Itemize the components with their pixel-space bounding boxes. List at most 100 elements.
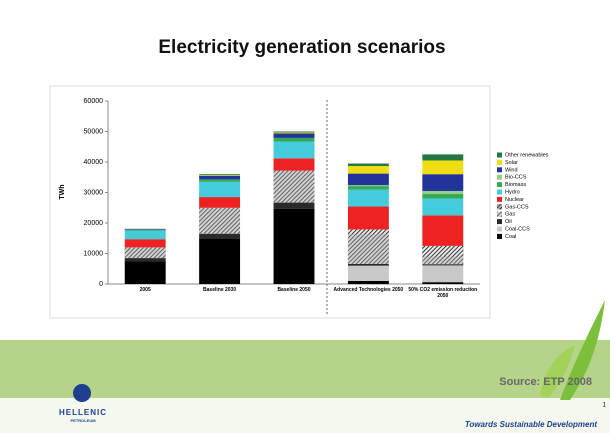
bar-segment bbox=[124, 261, 166, 284]
bar-segment bbox=[347, 185, 389, 187]
x-tick-label: Baseline 2030 bbox=[203, 287, 237, 293]
legend-label: Nuclear bbox=[505, 197, 524, 203]
legend-swatch bbox=[497, 182, 502, 188]
x-label-box: Baseline 2030 bbox=[203, 287, 237, 293]
bar-segment bbox=[124, 229, 166, 231]
y-tick-label: 30000 bbox=[84, 189, 104, 196]
page-number: 1 bbox=[603, 403, 607, 409]
bar-segment bbox=[199, 174, 241, 176]
legend-label: Hydro bbox=[505, 189, 520, 195]
logo-mark bbox=[73, 384, 91, 402]
legend-label: Oil bbox=[505, 219, 512, 225]
bar-segment bbox=[422, 174, 464, 191]
legend-swatch bbox=[497, 233, 502, 239]
bar-segment bbox=[199, 181, 241, 198]
bar-segment bbox=[422, 215, 464, 246]
leaf bbox=[540, 345, 575, 398]
bar-segment bbox=[273, 131, 315, 133]
y-tick-label: 10000 bbox=[84, 250, 104, 257]
bar-segment bbox=[273, 132, 315, 134]
x-tick-label: 50% CO2 emission reduction 2050 bbox=[408, 287, 478, 299]
legend-swatch bbox=[497, 159, 502, 165]
bar-segment bbox=[124, 258, 166, 262]
bar-segment bbox=[199, 175, 241, 176]
bar-segment bbox=[347, 186, 389, 190]
bar-segment bbox=[347, 165, 389, 174]
bar-segment bbox=[273, 202, 315, 209]
bar-segment bbox=[199, 233, 241, 239]
y-tick-label: 20000 bbox=[84, 220, 104, 227]
chart-title: Electricity generation scenarios bbox=[158, 37, 445, 58]
bar-segment bbox=[273, 158, 315, 171]
legend-label: Solar bbox=[505, 160, 518, 166]
bar-segment bbox=[347, 206, 389, 230]
legend-hatch bbox=[497, 204, 502, 210]
chart-frame bbox=[49, 85, 491, 319]
bar-segment bbox=[422, 154, 464, 161]
bar-segment bbox=[422, 160, 464, 175]
legend-label: Other renewables bbox=[505, 152, 549, 158]
x-label-box: Advanced Technologies 2050 bbox=[333, 287, 404, 293]
x-label-box: 2005 bbox=[139, 287, 151, 293]
source: Source: ETP 2008 bbox=[499, 376, 592, 388]
bar-segment bbox=[347, 263, 389, 266]
y-tick-label: 50000 bbox=[84, 128, 104, 135]
bar-segment bbox=[124, 239, 166, 248]
legend-swatch bbox=[497, 152, 502, 158]
bar-hatch bbox=[347, 229, 389, 234]
legend-swatch bbox=[497, 189, 502, 195]
y-tick-label: 40000 bbox=[84, 159, 104, 166]
y-tick-label: 60000 bbox=[84, 98, 104, 105]
legend-label: Coal-CCS bbox=[505, 226, 530, 232]
bar-segment bbox=[422, 264, 464, 266]
legend-hatch bbox=[497, 211, 502, 217]
bar-segment bbox=[347, 280, 389, 284]
bar-hatch bbox=[199, 207, 241, 234]
bar-segment bbox=[199, 179, 241, 182]
bar-segment bbox=[199, 238, 241, 284]
x-label-box: 50% CO2 emission reduction 2050 bbox=[408, 287, 478, 299]
footer-band bbox=[0, 340, 610, 398]
legend-swatch bbox=[497, 196, 502, 202]
bar-segment bbox=[347, 173, 389, 186]
bar-hatch bbox=[422, 256, 464, 265]
bar-segment bbox=[422, 265, 464, 283]
logo-sub: PETROLEUM bbox=[70, 418, 96, 423]
legend-label: Coal bbox=[505, 234, 516, 240]
bar-segment bbox=[422, 198, 464, 216]
footer-strip bbox=[0, 398, 610, 433]
x-tick-label: Advanced Technologies 2050 bbox=[333, 287, 404, 293]
y-tick-label: 0 bbox=[99, 281, 103, 288]
legend-swatch bbox=[497, 167, 502, 173]
x-tick-label: 2005 bbox=[139, 287, 151, 293]
logo-name: HELLENIC bbox=[59, 408, 107, 417]
bar-hatch bbox=[422, 245, 464, 257]
bar-segment bbox=[422, 282, 464, 284]
leaf bbox=[560, 300, 605, 400]
bar-segment bbox=[347, 189, 389, 207]
legend-label: Gas-CCS bbox=[505, 204, 529, 210]
bar-segment bbox=[273, 208, 315, 284]
legend-label: Biomass bbox=[505, 182, 526, 188]
y-axis-label: TWh bbox=[59, 184, 66, 199]
bar-segment bbox=[273, 141, 315, 159]
bar-segment bbox=[422, 190, 464, 195]
legend-swatch bbox=[497, 219, 502, 225]
x-tick-label: Baseline 2050 bbox=[277, 287, 311, 293]
bar-segment bbox=[347, 265, 389, 281]
bar-segment bbox=[273, 133, 315, 138]
legend-label: Bio-CCS bbox=[505, 175, 527, 181]
bar-segment bbox=[199, 175, 241, 180]
bar-segment bbox=[422, 194, 464, 199]
bar-segment bbox=[347, 163, 389, 166]
bar-hatch bbox=[273, 170, 315, 203]
bar-segment bbox=[199, 197, 241, 208]
legend-label: Wind bbox=[505, 167, 518, 173]
x-label-box: Baseline 2050 bbox=[277, 287, 311, 293]
bar-segment bbox=[124, 229, 166, 230]
legend-swatch bbox=[497, 174, 502, 180]
legend-label: Gas bbox=[505, 212, 515, 218]
bar-segment bbox=[124, 230, 166, 240]
